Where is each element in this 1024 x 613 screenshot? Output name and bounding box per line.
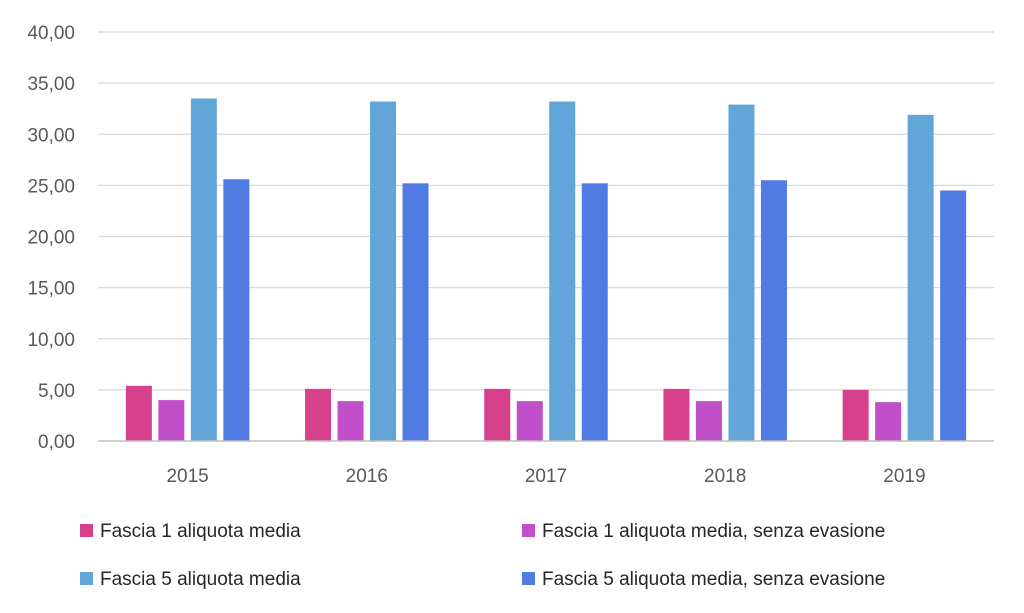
bars xyxy=(125,98,967,442)
bar-series-2-2019 xyxy=(875,402,902,441)
legend-label: Fascia 5 aliquota media, senza evasione xyxy=(542,569,885,590)
bar-series-1-2016 xyxy=(305,388,332,441)
x-tick-label: 2015 xyxy=(166,466,208,487)
bar-series-3-2017 xyxy=(549,101,576,441)
bar-series-2-2018 xyxy=(695,401,722,441)
bar-series-4-2015 xyxy=(223,179,250,442)
legend-swatch xyxy=(80,524,93,537)
bar-series-3-2015 xyxy=(190,98,217,442)
bar-series-3-2016 xyxy=(370,101,397,441)
legend-swatch xyxy=(522,572,535,585)
bar-series-4-2016 xyxy=(402,183,429,441)
bar-series-3-2019 xyxy=(907,114,934,441)
legend-item-2: Fascia 1 aliquota media, senza evasione xyxy=(522,521,885,542)
legend-swatch xyxy=(522,524,535,537)
legend-label: Fascia 5 aliquota media xyxy=(100,569,301,590)
y-tick-label: 25,00 xyxy=(27,176,75,197)
y-tick-label: 0,00 xyxy=(38,432,75,453)
x-tick-label: 2016 xyxy=(346,466,388,487)
bar-series-1-2018 xyxy=(663,388,690,441)
bar-series-4-2018 xyxy=(760,180,787,441)
bar-series-3-2018 xyxy=(728,104,755,441)
y-tick-label: 30,00 xyxy=(27,125,75,146)
bar-series-2-2017 xyxy=(516,401,543,441)
x-tick-label: 2019 xyxy=(883,466,925,487)
y-tick-label: 40,00 xyxy=(27,23,75,44)
x-tick-label: 2017 xyxy=(525,466,567,487)
bar-series-1-2017 xyxy=(484,388,511,441)
y-tick-label: 5,00 xyxy=(38,381,75,402)
bar-series-4-2017 xyxy=(581,183,608,441)
y-tick-label: 10,00 xyxy=(27,330,75,351)
y-tick-label: 20,00 xyxy=(27,228,75,249)
bar-series-2-2016 xyxy=(337,401,364,441)
legend-swatch xyxy=(80,572,93,585)
legend-label: Fascia 1 aliquota media, senza evasione xyxy=(542,521,885,542)
bar-series-4-2019 xyxy=(940,190,967,441)
x-axis: 2015 2016 2017 2018 2019 xyxy=(98,440,994,487)
legend-item-1: Fascia 1 aliquota media xyxy=(80,521,301,542)
legend: Fascia 1 aliquota media Fascia 1 aliquota… xyxy=(80,521,885,590)
legend-item-3: Fascia 5 aliquota media xyxy=(80,569,301,590)
legend-item-4: Fascia 5 aliquota media, senza evasione xyxy=(522,569,885,590)
legend-label: Fascia 1 aliquota media xyxy=(100,521,301,542)
y-axis: 0,00 5,00 10,00 15,00 20,00 25,00 30,00 35,00 40… xyxy=(27,23,75,453)
x-tick-label: 2018 xyxy=(704,466,746,487)
bar-series-1-2015 xyxy=(125,385,152,441)
bar-series-2-2015 xyxy=(158,400,185,441)
bar-series-1-2019 xyxy=(842,389,869,441)
y-tick-label: 35,00 xyxy=(27,74,75,95)
y-tick-label: 15,00 xyxy=(27,279,75,300)
